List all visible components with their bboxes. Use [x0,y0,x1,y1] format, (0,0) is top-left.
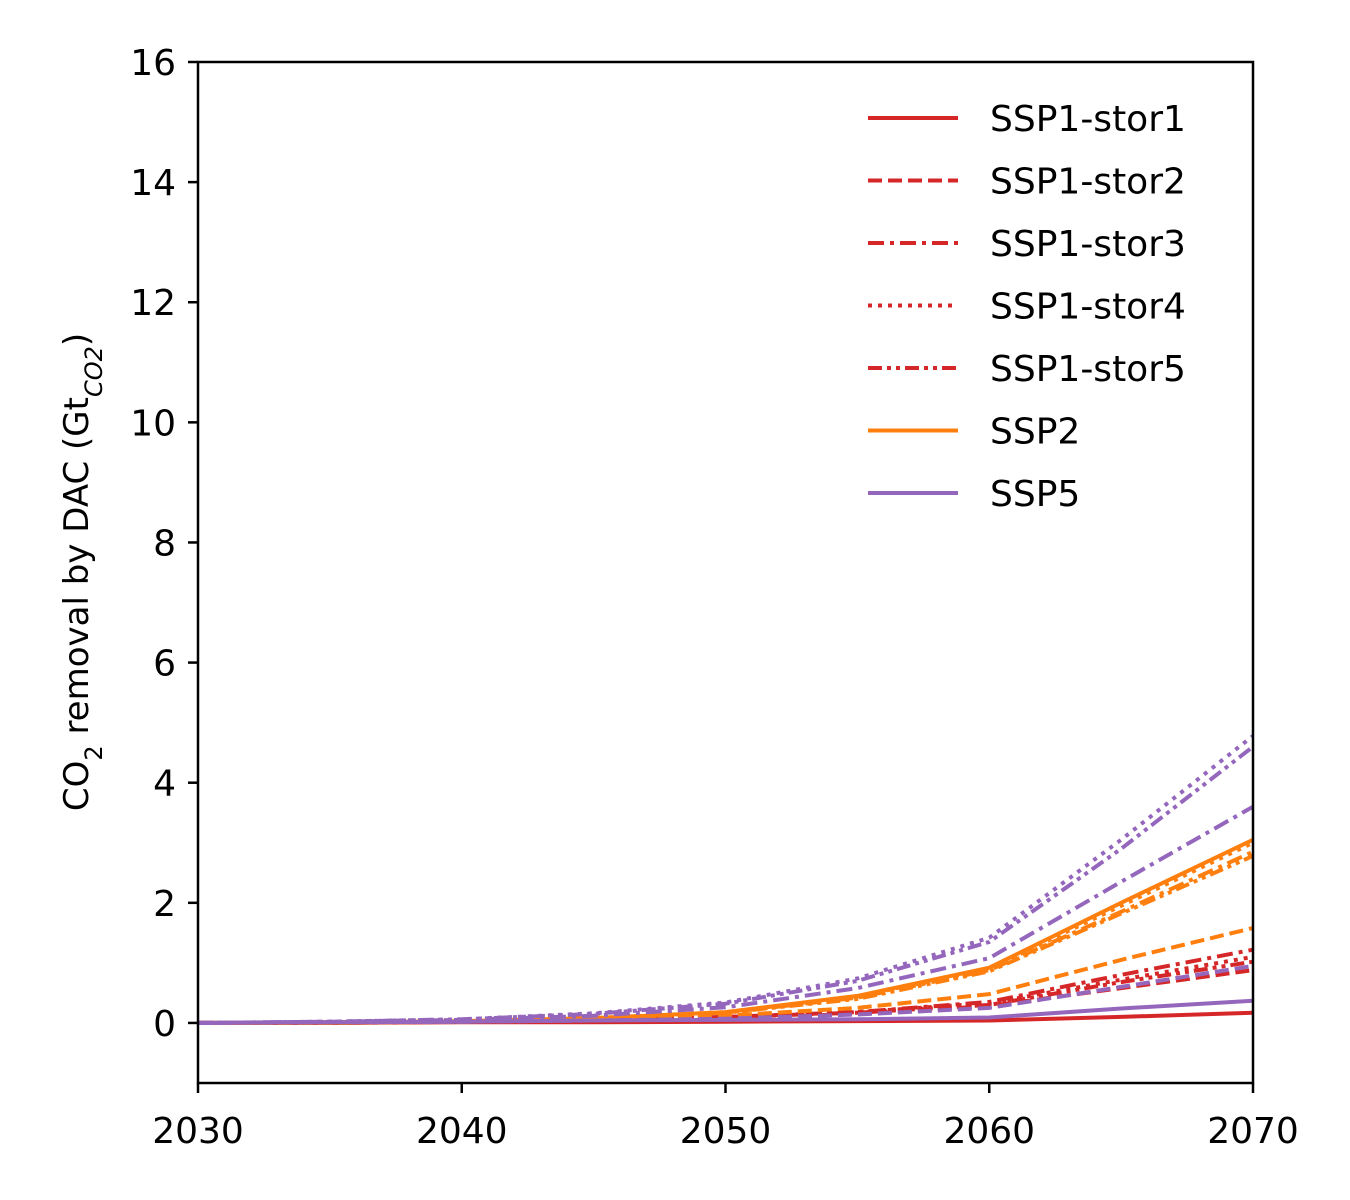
y-tick-label: 10 [130,403,176,444]
y-axis-label-mid: removal by DAC (Gt [57,397,97,745]
y-axis-label-end: ) [57,333,97,346]
axes [196,60,1255,1085]
plot-lines [198,734,1253,1025]
y-tick-label: 2 [153,884,176,925]
legend-label: SSP1-stor3 [990,224,1186,265]
y-tick-label: 8 [153,523,176,564]
series-line-ssp2-dotted [198,840,1253,1025]
y-axis-label-sub1: 2 [80,745,108,760]
series-line-ssp5-dashdotdot [198,745,1253,1025]
legend-label: SSP2 [990,412,1080,453]
x-ticks: 2030 2040 2050 2060 2070 [152,1083,1299,1152]
y-tick-label: 6 [153,644,176,685]
legend-label: SSP1-stor5 [990,349,1186,390]
legend-label: SSP5 [990,474,1080,515]
y-tick-label: 12 [130,283,176,324]
y-tick-label: 14 [130,163,176,204]
y-ticks: 0 2 4 6 8 10 12 14 16 [130,43,198,1045]
y-axis-label-main: CO [57,761,97,812]
y-axis-label-sub2: CO2 [80,346,108,397]
x-tick-label: 2050 [680,1111,772,1152]
series-line-ssp5-dashed [198,963,1253,1025]
series-line-ssp2-dashdotdot [198,854,1253,1025]
series-line-ssp5-dashdot [198,804,1253,1025]
x-tick-label: 2040 [416,1111,508,1152]
legend: SSP1-stor1 SSP1-stor2 SSP1-stor3 SSP1-stor4… [868,99,1186,515]
plot-frame [196,60,1255,1085]
x-tick-label: 2070 [1207,1111,1299,1152]
series-line-ssp1-dotted [198,954,1253,1025]
legend-label: SSP1-stor2 [990,162,1186,203]
y-axis-label: CO2 removal by DAC (GtCO2) [57,333,108,811]
series-line-ssp2-dashdot [198,849,1253,1025]
legend-label: SSP1-stor4 [990,287,1186,328]
x-tick-label: 2060 [943,1111,1035,1152]
series-line-ssp2-dashed [198,926,1253,1025]
legend-label: SSP1-stor1 [990,99,1186,140]
y-tick-label: 4 [153,764,176,805]
y-tick-label: 0 [153,1004,176,1045]
x-tick-label: 2030 [152,1111,244,1152]
y-tick-label: 16 [130,43,176,84]
